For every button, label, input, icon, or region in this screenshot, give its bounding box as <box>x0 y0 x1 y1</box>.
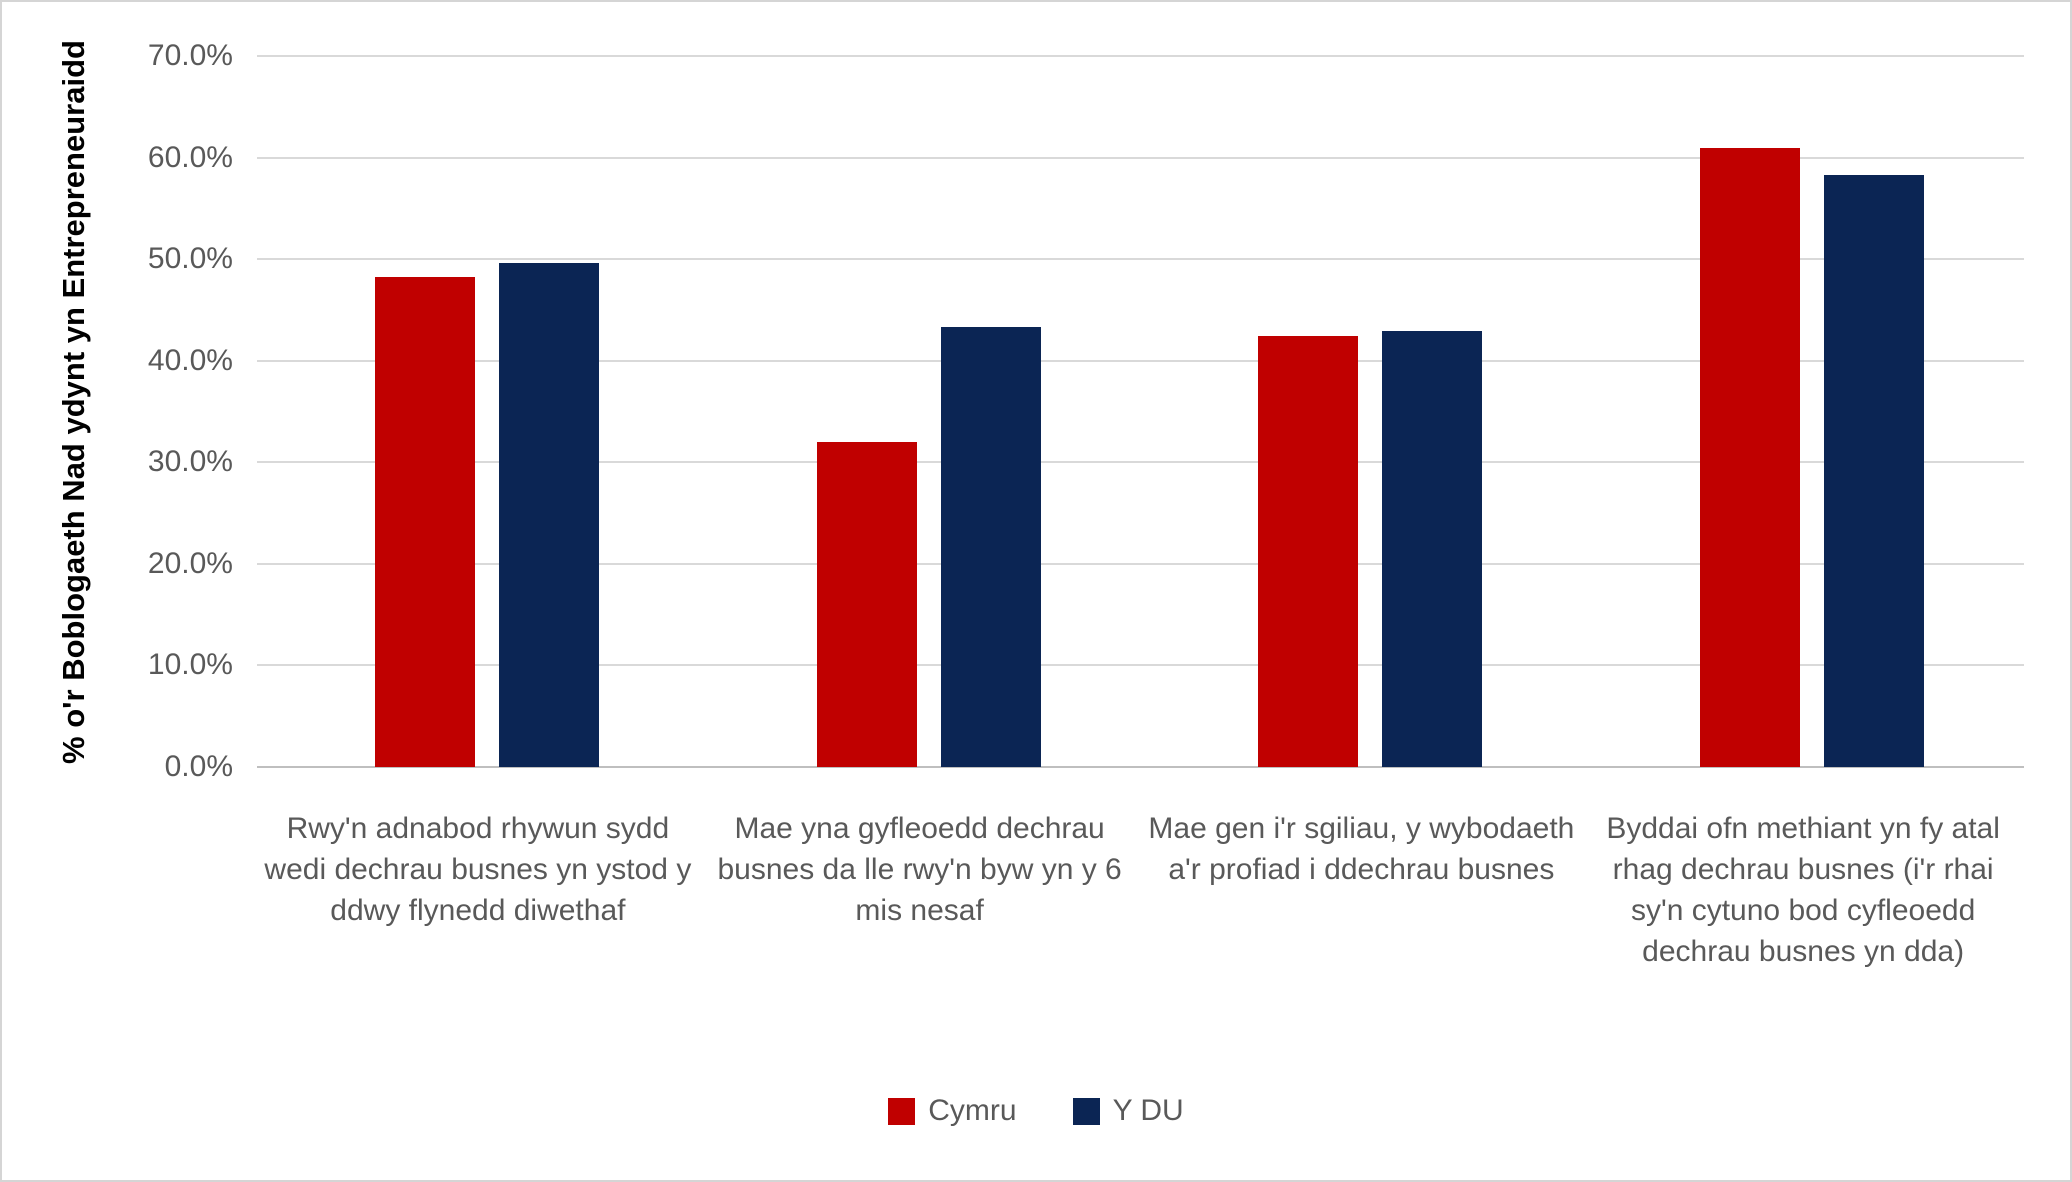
bar-y-du-1 <box>940 327 1041 767</box>
y-tick-label: 30.0% <box>147 445 233 479</box>
category-label: Byddai ofn methiant yn fy atal rhag dech… <box>1606 812 2000 968</box>
bar-cymru-1 <box>816 441 917 767</box>
y-tick-label: 70.0% <box>147 39 233 72</box>
category-label: Mae gen i'r sgiliau, y wybodaeth a'r pro… <box>1148 812 1575 886</box>
legend-label: Y DU <box>1112 1094 1184 1127</box>
y-tick-label: 20.0% <box>147 546 233 580</box>
gridline <box>257 461 2024 464</box>
gridline <box>257 258 2024 261</box>
category-label: Rwy'n adnabod rhywun sydd wedi dechrau b… <box>264 812 692 927</box>
y-tick-label: 0.0% <box>164 750 233 783</box>
legend: Cymru Y DU <box>2 1094 2070 1128</box>
bar-cymru-2 <box>1258 336 1359 767</box>
legend-swatch-icon <box>888 1097 916 1125</box>
y-axis-title: % o'r Boblogaeth Nad ydynt yn Entreprene… <box>56 40 91 764</box>
legend-item-cymru: Cymru <box>888 1094 1017 1128</box>
gridline <box>257 562 2024 565</box>
x-axis-labels: Rwy'n adnabod rhywun sydd wedi dechrau b… <box>257 808 2024 972</box>
gridline <box>257 55 2024 57</box>
bar-cymru-0 <box>374 277 475 767</box>
y-tick-label: 10.0% <box>147 648 233 682</box>
y-tick-label: 50.0% <box>147 242 233 276</box>
bar-y-du-2 <box>1382 331 1483 767</box>
plot-area <box>257 55 2024 768</box>
gridline <box>257 359 2024 362</box>
legend-item-y-du: Y DU <box>1072 1094 1184 1128</box>
gridline <box>257 664 2024 667</box>
bar-cymru-3 <box>1700 148 1801 767</box>
x-axis-line <box>257 766 2024 768</box>
bar-y-du-0 <box>498 263 599 767</box>
gridline <box>257 156 2024 159</box>
category-label: Mae yna gyfleoedd dechrau busnes da lle … <box>717 812 1122 927</box>
bar-y-du-3 <box>1824 174 1925 767</box>
y-tick-label: 40.0% <box>147 343 233 377</box>
legend-label: Cymru <box>928 1094 1017 1127</box>
y-tick-label: 60.0% <box>147 140 233 174</box>
legend-swatch-icon <box>1072 1097 1100 1125</box>
